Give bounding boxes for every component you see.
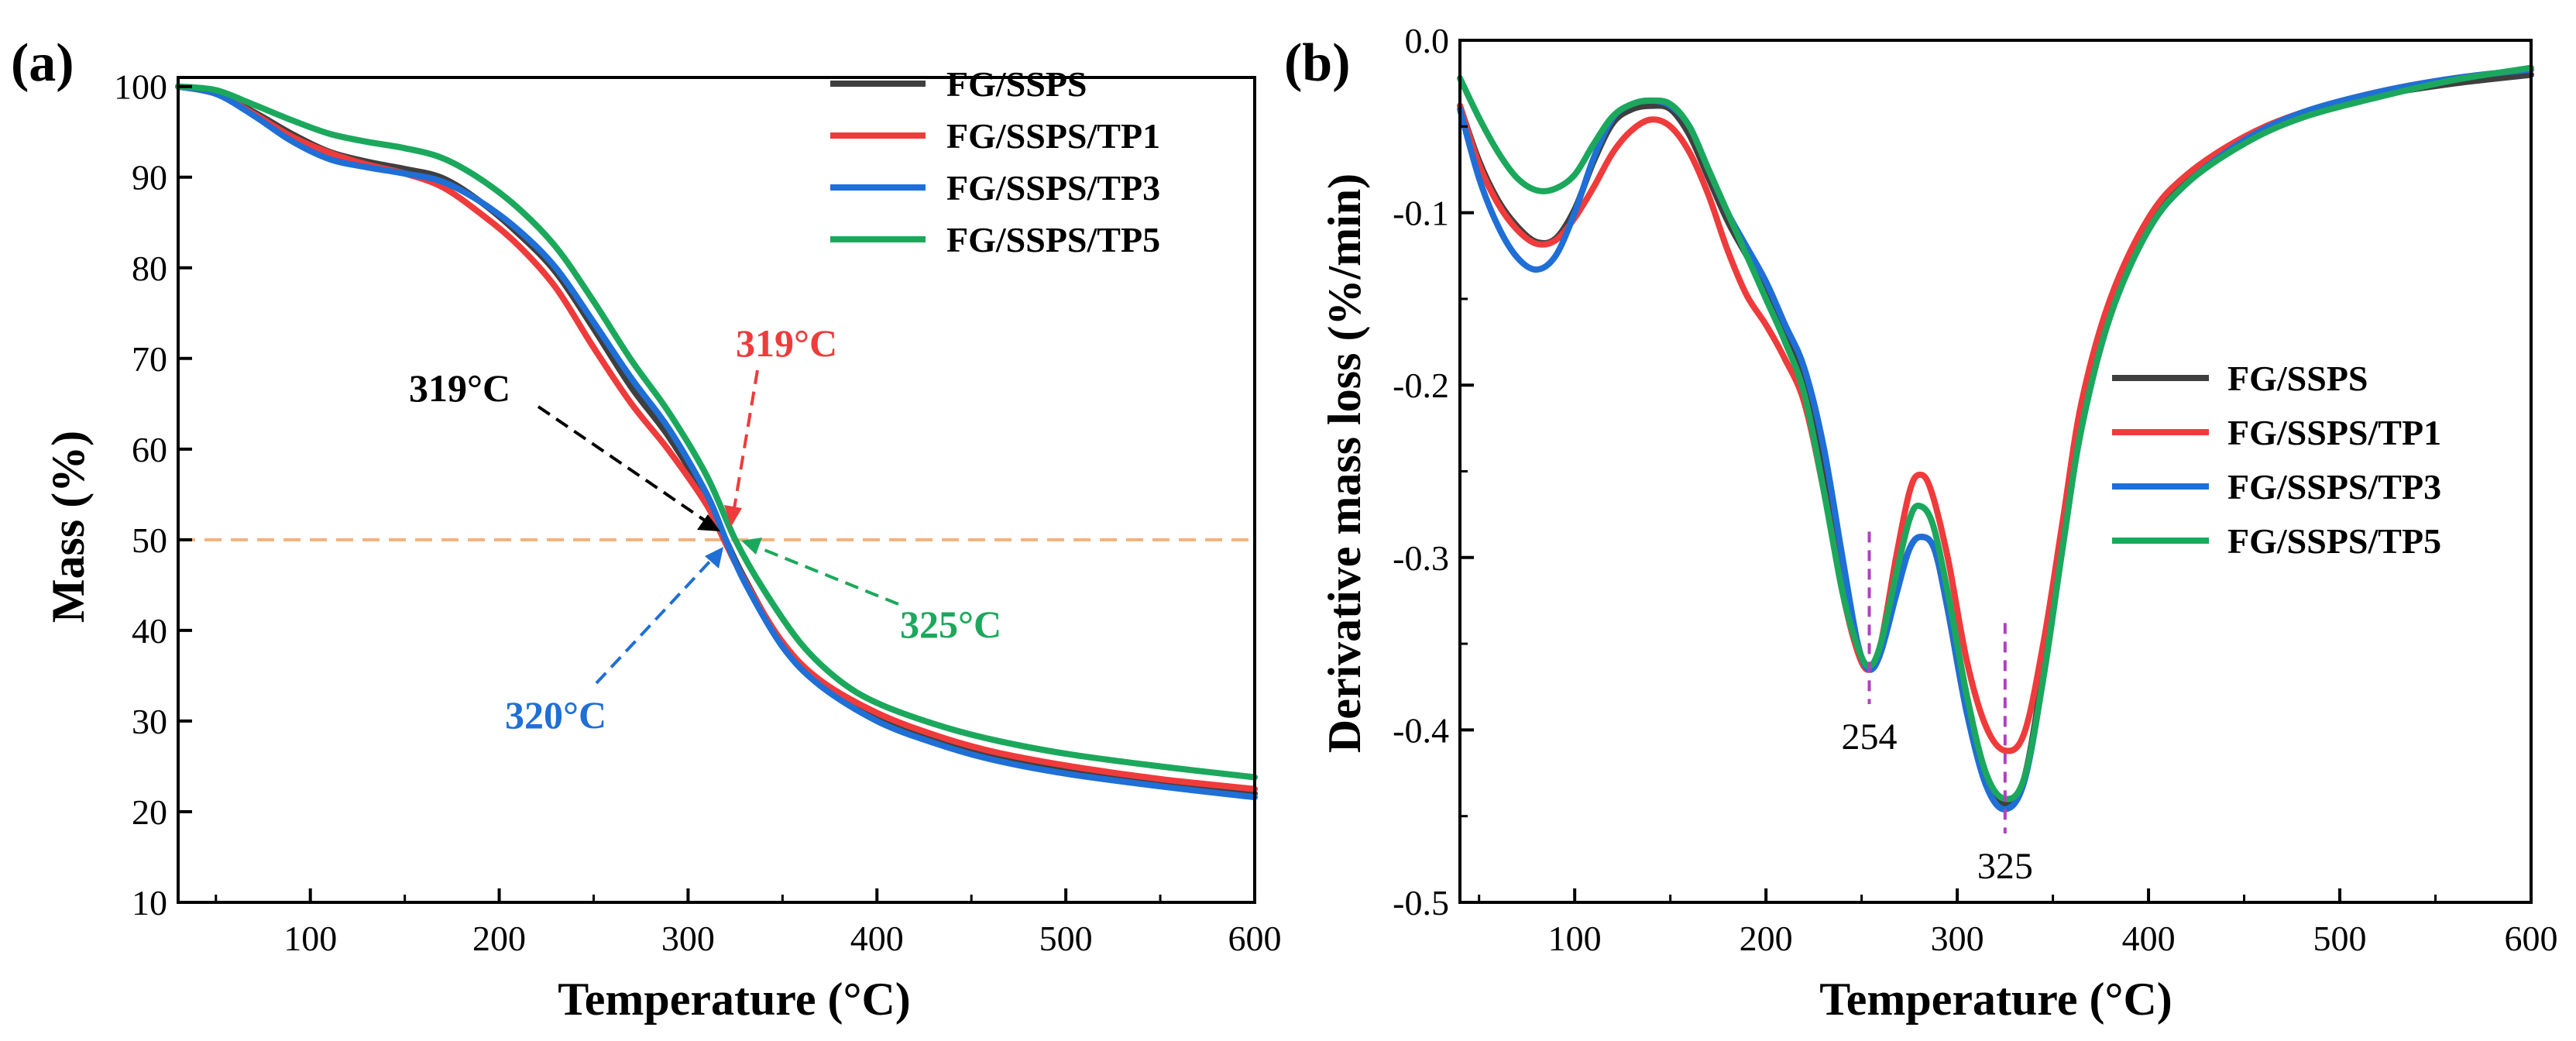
y-tick-label: 100 — [114, 67, 167, 107]
peak-label-325: 325 — [1977, 846, 2033, 887]
legend-label: FG/SSPS/TP5 — [946, 220, 1160, 259]
x-tick-label: 600 — [1228, 919, 1282, 958]
panel-b-legend: FG/SSPS FG/SSPS/TP1 FG/SSPS/TP3 FG/SSPS/… — [2112, 359, 2441, 561]
y-tick-label: 70 — [132, 339, 167, 379]
x-tick-label: 400 — [850, 919, 904, 958]
annotation-arrow-green — [752, 544, 899, 606]
panel-a-annotations: 319°C 319°C 325°C 320°C — [409, 321, 1001, 737]
legend-label: FG/SSPS/TP3 — [946, 168, 1160, 208]
legend-label: FG/SSPS — [946, 64, 1087, 104]
y-tick-label: -0.2 — [1393, 366, 1449, 405]
x-tick-label: 500 — [2313, 919, 2367, 958]
legend-label: FG/SSPS — [2227, 359, 2368, 398]
x-tick-label: 100 — [283, 919, 337, 958]
annotation-325-green: 325°C — [900, 603, 1001, 646]
y-tick-label: 10 — [132, 883, 167, 922]
x-tick-label: 300 — [1931, 919, 1984, 958]
panel-a-y-axis-title: Mass (%) — [43, 431, 94, 623]
annotation-320-blue: 320°C — [505, 693, 606, 737]
annotation-arrow-black — [537, 405, 711, 525]
peak-label-254: 254 — [1842, 716, 1898, 758]
y-tick-label: 80 — [132, 249, 167, 288]
arrowhead-red — [724, 505, 742, 527]
legend-label: FG/SSPS/TP1 — [946, 116, 1160, 156]
annotation-arrow-red — [732, 369, 759, 514]
y-tick-label: 20 — [132, 792, 167, 832]
plot-frame — [177, 76, 1256, 904]
y-tick-label: -0.3 — [1393, 538, 1449, 578]
x-tick-label: 400 — [2122, 919, 2176, 958]
panel-a-tga: (a) 319°C 319°C 325°C 320°C FG/SSPS — [11, 33, 1282, 1025]
y-tick-label: 90 — [132, 158, 167, 198]
y-tick-label: -0.1 — [1393, 194, 1449, 233]
y-tick-label: 50 — [132, 520, 167, 560]
series-line-fg-ssps-tp1 — [175, 83, 1258, 792]
x-tick-label: 300 — [661, 919, 715, 958]
arrowhead-blue — [705, 547, 723, 569]
y-tick-label: -0.5 — [1393, 883, 1449, 922]
panel-b-y-axis-title: Derivative mass loss (%/min) — [1319, 174, 1370, 753]
annotation-319-black: 319°C — [409, 366, 510, 410]
y-tick-label: 40 — [132, 611, 167, 651]
legend-label: FG/SSPS/TP5 — [2227, 521, 2441, 561]
arrowhead-black — [697, 514, 720, 531]
y-tick-label: 60 — [132, 430, 167, 469]
y-tick-label: 30 — [132, 702, 167, 741]
arrowhead-green — [741, 538, 762, 555]
series-line-fg-ssps-tp3 — [175, 83, 1258, 801]
panel-a-legend: FG/SSPS FG/SSPS/TP1 FG/SSPS/TP3 FG/SSPS/… — [830, 64, 1160, 259]
panel-b-label: (b) — [1284, 33, 1351, 93]
panel-b-x-axis-title: Temperature (°C) — [1819, 974, 2172, 1025]
y-tick-label: -0.4 — [1393, 710, 1449, 750]
legend-label: FG/SSPS/TP3 — [2227, 467, 2441, 507]
x-tick-label: 600 — [2505, 919, 2558, 958]
annotation-arrow-blue — [595, 556, 715, 685]
x-tick-label: 100 — [1548, 919, 1602, 958]
x-tick-label: 200 — [1740, 919, 1793, 958]
panel-b-dtg: (b) 254 325 FG/SSPS FG/SSPS/TP1 FG/SSPS/T… — [1284, 21, 2558, 1025]
series-line-fg-ssps-tp5 — [175, 83, 1258, 781]
panel-a-label: (a) — [11, 33, 74, 93]
panel-a-x-axis-title: Temperature (°C) — [558, 974, 911, 1025]
y-tick-label: 0.0 — [1405, 21, 1450, 60]
series-line-fg-ssps-tp5 — [1457, 64, 2534, 802]
legend-label: FG/SSPS/TP1 — [2227, 413, 2441, 452]
annotation-319-red: 319°C — [736, 321, 837, 365]
x-tick-label: 200 — [472, 919, 526, 958]
x-tick-label: 500 — [1039, 919, 1093, 958]
